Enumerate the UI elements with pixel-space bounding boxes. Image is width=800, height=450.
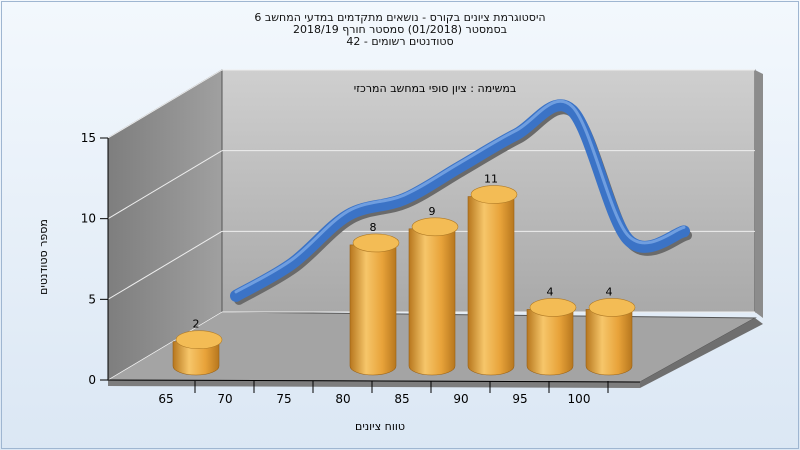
bar	[408, 228, 456, 376]
x-tick-label: 100	[568, 392, 591, 406]
bar-top	[352, 233, 400, 253]
gridline-side	[107, 150, 223, 220]
x-tick-label: 65	[158, 392, 173, 406]
axis-layer: 0 5 10 15 65 70 75 80 85 90 95 100	[81, 131, 641, 406]
gridline-side	[107, 230, 223, 300]
curve-layer	[230, 99, 692, 305]
x-tick-label: 95	[512, 392, 527, 406]
gridline-side	[107, 311, 223, 381]
chart-subtitle-2: סטודנטים רשומים - 42	[346, 35, 454, 48]
data-label: 9	[429, 205, 436, 218]
gridline-side	[107, 69, 223, 139]
floor-right-edge	[640, 318, 763, 388]
bar-top	[588, 298, 636, 317]
chart-annotation: במשימה : ציון סופי במחשב המרכזי	[354, 82, 517, 95]
curve-ribbon-highlight	[234, 99, 686, 294]
y-tick-label: 15	[81, 131, 96, 145]
x-tick-label: 80	[335, 392, 350, 406]
bar-top	[470, 185, 518, 204]
data-label: 11	[484, 173, 498, 186]
x-tick-label: 75	[276, 392, 291, 406]
label-layer: 2 8 9 11 4 4	[193, 173, 613, 331]
bar	[585, 309, 633, 376]
data-label: 2	[193, 318, 200, 331]
bar-top	[411, 217, 459, 237]
y-axis-title: מספר סטודנטים	[37, 219, 50, 295]
y-tick-label: 5	[88, 292, 96, 306]
x-tick-label: 90	[453, 392, 468, 406]
data-label: 8	[370, 221, 377, 234]
bar	[172, 341, 220, 376]
chart-title: היסטוגרמת ציונים בקורס - נושאים מתקדמים …	[254, 11, 546, 24]
chart-subtitle-1: בסמסטר (01/2018) סמסטר חורף 2018/19	[293, 23, 507, 36]
x-axis-line	[107, 379, 641, 383]
bar-top	[529, 298, 577, 317]
data-label: 4	[547, 285, 554, 298]
bar-top	[175, 330, 223, 350]
x-tick-label: 70	[217, 392, 232, 406]
x-tick-label: 85	[394, 392, 409, 406]
bar	[526, 309, 574, 376]
x-axis-title: טווח ציונים	[355, 420, 405, 433]
data-label: 4	[606, 285, 613, 298]
bar-layer	[172, 185, 636, 376]
bar	[467, 196, 515, 376]
bar	[349, 244, 397, 376]
y-tick-label: 0	[88, 373, 96, 387]
y-tick-label: 10	[81, 212, 96, 226]
right-wall-edge	[755, 70, 763, 318]
